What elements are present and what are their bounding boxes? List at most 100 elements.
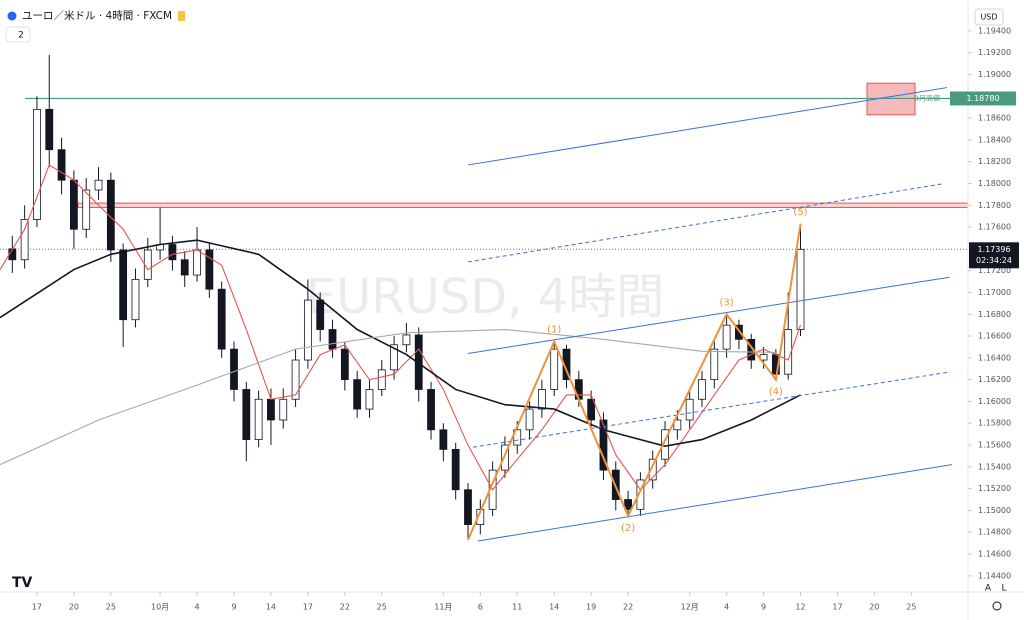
logo: TV [12, 575, 33, 591]
y-tick-label: 1.14600 [978, 550, 1011, 559]
candle-body [131, 278, 140, 321]
trend-line [467, 87, 948, 166]
x-tick-label: 4 [724, 603, 729, 612]
wave-label: (3) [720, 297, 734, 308]
currency-button[interactable] [974, 8, 1004, 26]
candle-body [340, 348, 349, 381]
level-value: 1.18780 [966, 94, 999, 103]
level-tag [950, 91, 1016, 106]
candle-body [180, 259, 189, 276]
candle-body [390, 344, 398, 371]
x-tick-label: 22 [623, 603, 633, 612]
y-tick-label: 1.19200 [978, 48, 1011, 57]
x-tick-label: 12 [795, 603, 805, 612]
settings-icon[interactable] [992, 601, 1002, 611]
y-tick-label: 1.15400 [978, 462, 1011, 471]
trend-line [467, 182, 945, 263]
y-tick-label: 1.19400 [978, 26, 1011, 35]
y-tick-label: 1.16600 [978, 332, 1011, 341]
x-tick-label: 10月 [151, 603, 169, 612]
watermark: EURUSD, 4時間 [306, 269, 664, 325]
candle-body [537, 389, 546, 410]
y-tick-label: 1.17600 [978, 223, 1011, 232]
candle-body [168, 244, 177, 261]
indicator-toggle[interactable] [5, 26, 31, 43]
countdown: 02:34:24 [976, 256, 1012, 265]
candle-body [525, 408, 534, 431]
candle-body [501, 444, 509, 471]
candle-body [33, 108, 41, 220]
y-tick-label: 1.19000 [978, 70, 1011, 79]
wave-label: (1) [547, 325, 561, 336]
y-tick-label: 1.17200 [978, 266, 1011, 275]
candle-body [365, 389, 374, 410]
candle-body [673, 419, 682, 431]
wave-label: (2) [621, 523, 635, 534]
y-tick-label: 1.18000 [978, 179, 1011, 188]
symbol-icon[interactable] [7, 11, 17, 21]
x-tick-label: 12月 [681, 603, 699, 612]
y-tick-label: 1.14800 [978, 528, 1011, 537]
candle-body [106, 179, 115, 251]
currency[interactable]: USD [980, 13, 997, 22]
indicator-count[interactable]: 2 [18, 31, 24, 41]
y-tick-label: 1.18400 [978, 135, 1011, 144]
trend-line [477, 464, 953, 542]
candle-body [747, 338, 756, 361]
y-tick-label: 1.18200 [978, 157, 1011, 166]
candle-body [279, 398, 288, 421]
wave-line [467, 223, 802, 541]
flag-icon[interactable] [178, 11, 185, 21]
candle-body [710, 348, 719, 381]
candle-body [316, 299, 325, 330]
x-tick-label: 20 [69, 603, 79, 612]
symbol-title[interactable]: ユーロ／米ドル · 4時間 · FXCM [22, 9, 172, 22]
candle-body [205, 249, 214, 290]
x-tick-label: 11月 [434, 603, 452, 612]
candle-body [698, 379, 706, 400]
log-scale[interactable]: L [1001, 584, 1006, 594]
auto-scale[interactable]: A [985, 584, 992, 594]
level-name: 9月高値 [915, 93, 940, 102]
candle-body [513, 429, 522, 446]
x-tick-label: 22 [340, 603, 350, 612]
trend-line [467, 276, 950, 354]
y-tick-label: 1.16000 [978, 397, 1011, 406]
candle-body [599, 419, 608, 471]
y-tick-label: 1.14400 [978, 571, 1011, 580]
x-tick-label: 25 [377, 603, 387, 612]
candle-body [464, 489, 472, 526]
candle-body [69, 179, 78, 230]
y-tick-label: 1.17800 [978, 201, 1011, 210]
y-tick-label: 1.16400 [978, 353, 1011, 362]
candle-body [550, 348, 559, 390]
candle-body [722, 324, 731, 350]
x-tick-label: 14 [549, 603, 559, 612]
last-price-tag [969, 242, 1019, 269]
x-tick-label: 11 [512, 603, 522, 612]
candle-body [217, 288, 226, 350]
candle-body [427, 389, 435, 431]
y-tick-label: 1.15000 [978, 506, 1011, 515]
y-tick-label: 1.17000 [978, 288, 1011, 297]
x-tick-label: 9 [761, 603, 766, 612]
candle-body [685, 398, 694, 421]
candle-body [377, 369, 386, 390]
candle-body [439, 429, 448, 450]
moving-average [0, 239, 801, 447]
candle-body [119, 249, 128, 321]
y-tick-label: 1.16800 [978, 310, 1011, 319]
candle-body [230, 348, 238, 390]
candle-body [636, 479, 645, 510]
x-tick-label: 25 [906, 603, 916, 612]
y-tick-label: 1.15800 [978, 419, 1011, 428]
candle-body [784, 329, 793, 375]
candle-body [451, 449, 460, 491]
candle-body [624, 499, 632, 510]
last-price: 1.17396 [977, 245, 1010, 254]
candle-body [193, 249, 201, 276]
candle-body [254, 398, 263, 440]
x-tick-label: 17 [832, 603, 842, 612]
